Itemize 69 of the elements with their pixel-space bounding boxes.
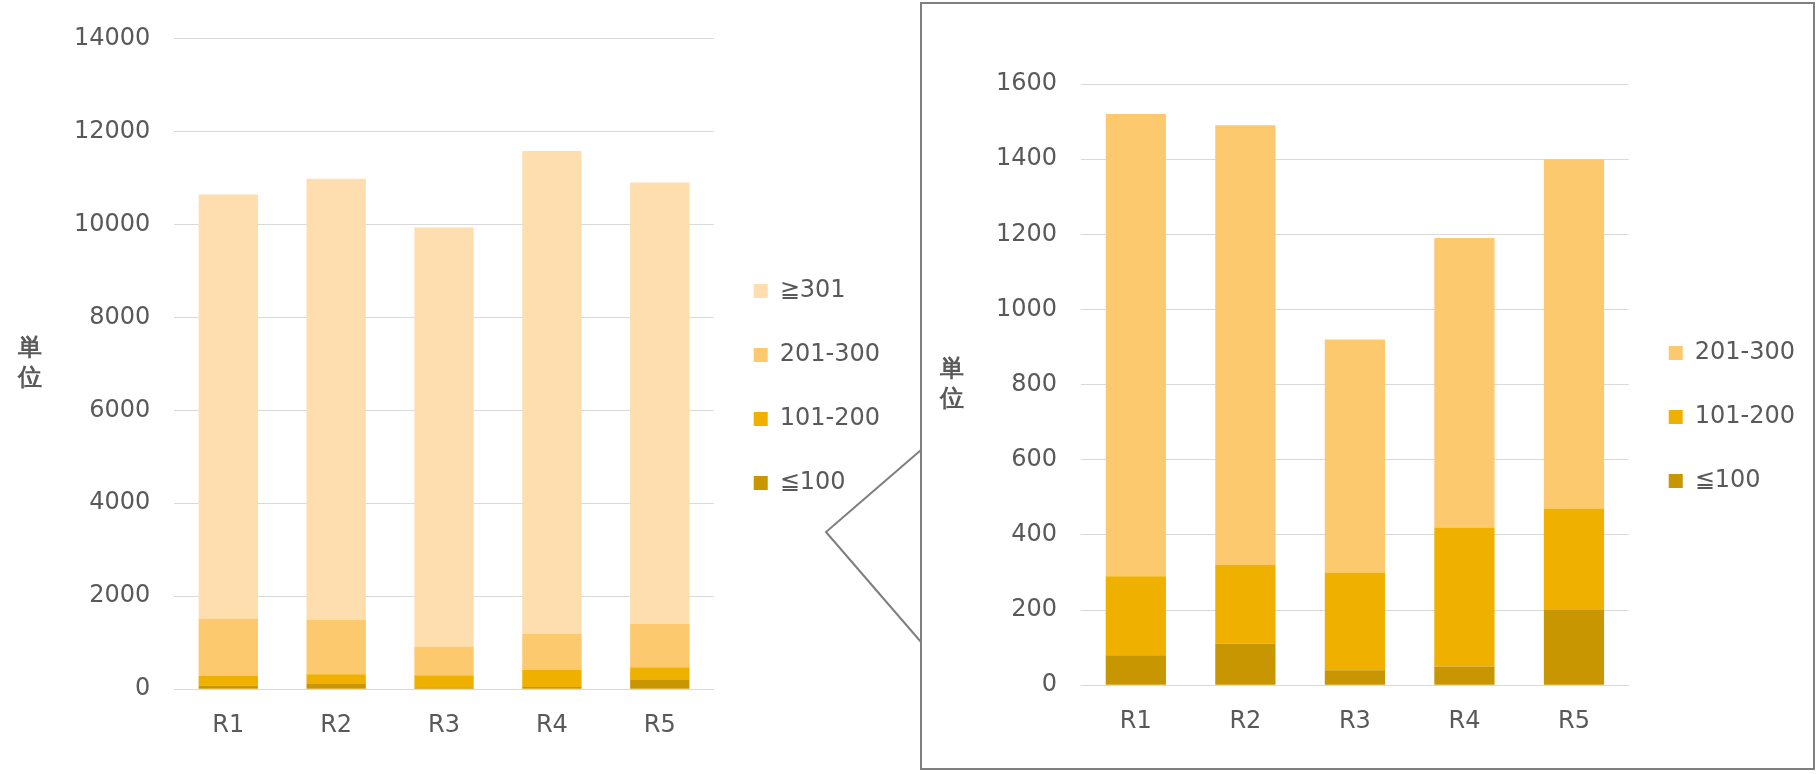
y-tick-label: 0 <box>1041 669 1058 698</box>
legend-label: ≦100 <box>1694 465 1761 494</box>
bar <box>1215 125 1276 565</box>
bar <box>630 667 690 680</box>
bar <box>1434 666 1495 685</box>
y-tick-label: 14000 <box>73 22 151 51</box>
bar <box>198 618 258 676</box>
x-tick-label: R2 <box>1229 705 1262 734</box>
x-tick-label: R1 <box>212 709 245 738</box>
bar <box>306 619 366 675</box>
y-tick-label: 600 <box>1011 443 1058 472</box>
y-tick-label: 0 <box>135 673 151 702</box>
x-tick-label: R3 <box>428 709 461 738</box>
y-tick-label: 2000 <box>89 580 151 609</box>
bar <box>414 227 474 647</box>
bar <box>1324 339 1386 573</box>
y-tick-label: 200 <box>1011 594 1058 623</box>
legend-label: 101-200 <box>1694 401 1795 430</box>
bar <box>1324 572 1386 671</box>
x-tick-label: R5 <box>1557 705 1590 734</box>
bar <box>1324 670 1386 685</box>
y-tick-label: 6000 <box>89 394 151 423</box>
bar <box>414 646 474 676</box>
x-tick-label: R5 <box>643 709 676 738</box>
bar <box>630 624 690 668</box>
bar <box>522 150 582 634</box>
legend-label: 201-300 <box>1694 337 1795 366</box>
bar <box>1543 159 1605 509</box>
x-tick-label: R4 <box>1448 705 1481 734</box>
y-tick-label: 1200 <box>996 218 1058 247</box>
bar <box>522 633 582 670</box>
bar <box>306 674 366 685</box>
bar <box>1543 508 1605 611</box>
y-tick-label: 1000 <box>996 293 1058 322</box>
bar <box>630 679 690 689</box>
x-tick-label: R1 <box>1119 705 1152 734</box>
bar <box>198 675 258 686</box>
legend-label: 101-200 <box>779 403 880 432</box>
legend-label: 201-300 <box>779 339 880 368</box>
legend-label: ≧301 <box>779 275 846 304</box>
y-tick-label: 800 <box>1011 368 1058 397</box>
y-tick-label: 4000 <box>89 487 151 516</box>
x-tick-label: R2 <box>320 709 353 738</box>
bar <box>1215 564 1276 644</box>
bar <box>414 675 474 688</box>
bar <box>306 178 366 620</box>
bar <box>1105 114 1166 577</box>
legend-label: ≦100 <box>779 467 846 496</box>
y-axis-title: 単位 <box>17 333 42 392</box>
y-tick-label: 12000 <box>73 115 151 144</box>
y-tick-label: 1400 <box>996 143 1058 172</box>
bar <box>1105 576 1166 656</box>
bar <box>198 194 258 619</box>
bar <box>1434 238 1495 528</box>
y-tick-label: 400 <box>1011 519 1058 548</box>
y-tick-label: 1600 <box>996 68 1058 97</box>
bar <box>306 684 366 689</box>
y-axis-title: 単位 <box>939 353 964 412</box>
bar <box>1215 643 1276 685</box>
bar <box>1543 610 1605 685</box>
bar <box>1105 655 1166 685</box>
bar <box>1434 527 1495 667</box>
bar <box>630 182 690 625</box>
x-tick-label: R4 <box>535 709 568 738</box>
bar <box>522 669 582 687</box>
y-tick-label: 10000 <box>73 208 151 237</box>
bar <box>198 685 258 689</box>
x-tick-label: R3 <box>1338 705 1371 734</box>
y-tick-label: 8000 <box>89 301 151 330</box>
